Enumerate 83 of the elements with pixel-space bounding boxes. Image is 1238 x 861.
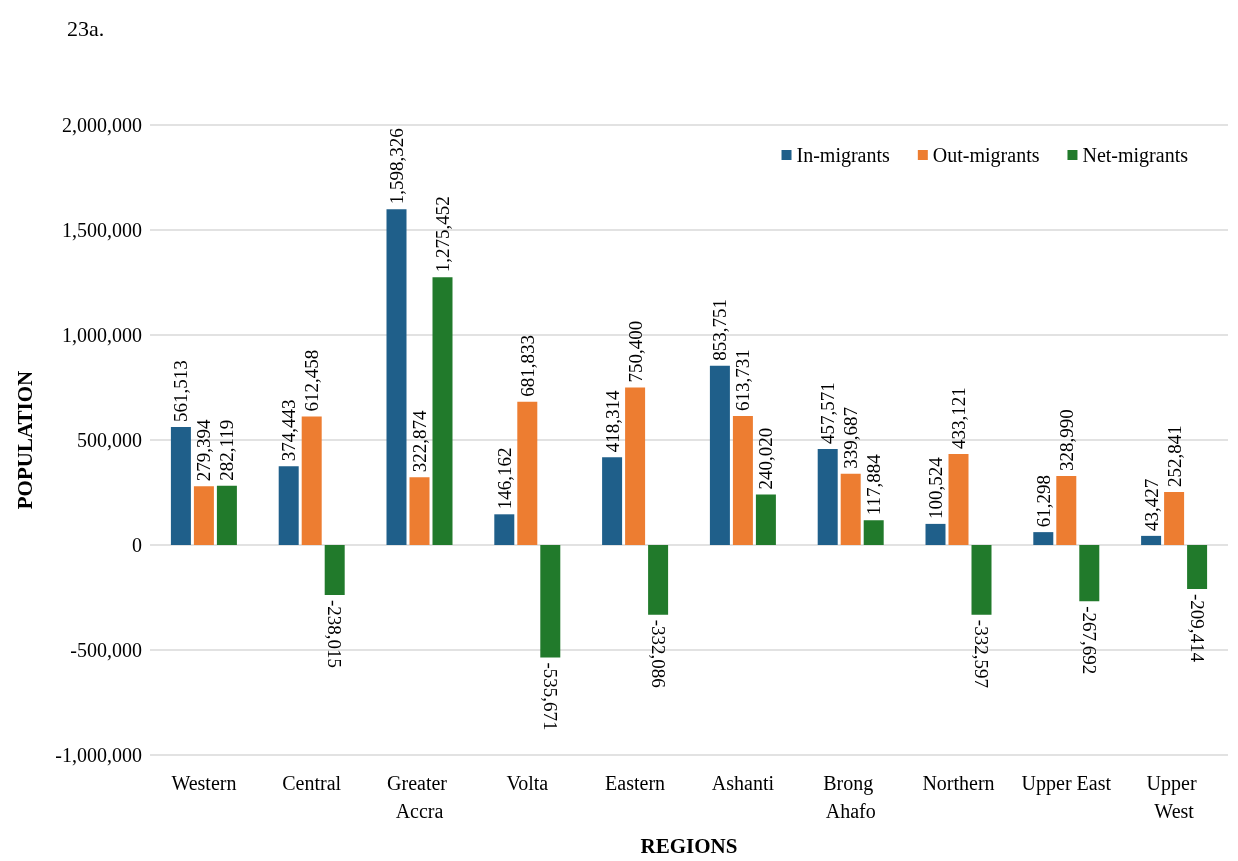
- data-label: 561,513: [170, 360, 192, 423]
- y-tick-label: -1,000,000: [55, 744, 142, 766]
- data-label: 853,751: [709, 298, 731, 361]
- data-label: 418,314: [601, 389, 623, 453]
- data-label: 328,990: [1055, 409, 1077, 471]
- y-tick-label: 0: [132, 534, 142, 556]
- data-label: 750,400: [624, 320, 646, 383]
- data-label: 433,121: [948, 387, 969, 450]
- bar: [863, 520, 884, 545]
- bar: [1164, 491, 1185, 545]
- bar: [1187, 545, 1208, 589]
- bar: [1033, 532, 1054, 545]
- data-label: -209,414: [1186, 593, 1208, 663]
- bar: [301, 416, 322, 545]
- y-tick-label: -500,000: [70, 639, 142, 661]
- x-axis-title: REGIONS: [640, 833, 738, 858]
- bar: [324, 545, 345, 595]
- bar: [278, 466, 299, 545]
- data-label: 43,427: [1140, 478, 1162, 531]
- bar: [494, 514, 515, 545]
- x-tick-label: Central: [282, 772, 342, 794]
- data-label: 282,119: [216, 419, 238, 481]
- x-tick-label: Upper West: [1146, 772, 1202, 822]
- y-tick-label: 2,000,000: [62, 114, 142, 136]
- y-tick-label: 1,000,000: [62, 324, 142, 346]
- data-label: 339,687: [840, 406, 862, 469]
- data-label: 146,162: [493, 447, 515, 510]
- bar: [1056, 475, 1077, 545]
- bar: [1141, 535, 1162, 545]
- x-tick-label: Brong Ahafo: [823, 772, 879, 822]
- data-label: 100,524: [925, 456, 946, 519]
- bar: [386, 209, 407, 545]
- data-label: 1,275,452: [432, 196, 453, 273]
- bar: [840, 473, 861, 545]
- bar: [925, 523, 946, 545]
- bar: [755, 494, 776, 545]
- bar: [971, 545, 992, 615]
- x-tick-label: Volta: [506, 772, 549, 794]
- bar: [732, 416, 753, 545]
- x-tick-label: Northern: [922, 772, 995, 794]
- data-label: -238,015: [324, 599, 346, 669]
- data-label: -332,597: [971, 619, 992, 688]
- y-tick-label: 1,500,000: [62, 219, 142, 241]
- data-label: 240,020: [755, 427, 777, 490]
- data-label: 117,884: [863, 453, 885, 516]
- bar: [1079, 545, 1100, 602]
- data-label: 457,571: [817, 382, 839, 444]
- chart-title: 23a.: [67, 15, 105, 41]
- data-label: -332,086: [647, 619, 669, 688]
- x-tick-label: Greater Accra: [387, 772, 452, 822]
- x-tick-label: Eastern: [605, 772, 666, 794]
- x-tick-label: Ashanti: [711, 772, 775, 794]
- bar: [216, 485, 237, 545]
- data-label: 61,298: [1032, 474, 1054, 528]
- bar: [517, 401, 538, 545]
- bar: [709, 365, 730, 545]
- data-label: 681,833: [516, 335, 538, 397]
- data-label: 279,394: [193, 419, 215, 482]
- data-label: 613,731: [732, 349, 754, 412]
- data-label: 252,841: [1163, 425, 1185, 487]
- bar: [948, 454, 969, 545]
- bar: [540, 545, 561, 658]
- bar: [170, 427, 191, 545]
- data-label: -267,692: [1078, 606, 1100, 675]
- bar: [625, 387, 646, 545]
- bar: [602, 457, 623, 545]
- data-label: 612,458: [301, 349, 323, 412]
- data-label: 374,443: [278, 399, 300, 462]
- legend-label: Net-migrants: [1082, 144, 1189, 167]
- bar: [409, 477, 430, 545]
- legend-label: In-migrants: [796, 144, 891, 167]
- data-label: 1,598,326: [386, 128, 407, 205]
- y-axis-title: POPULATION: [12, 370, 37, 510]
- bar: [648, 545, 669, 615]
- bar: [817, 448, 838, 545]
- x-tick-label: Upper East: [1021, 772, 1112, 795]
- data-label: 322,874: [409, 409, 430, 473]
- data-label: -535,671: [539, 662, 561, 731]
- bar: [193, 486, 214, 545]
- x-tick-label: Western: [171, 772, 237, 794]
- y-tick-label: 500,000: [77, 429, 142, 451]
- legend-label: Out-migrants: [932, 144, 1040, 167]
- bar: [432, 277, 453, 545]
